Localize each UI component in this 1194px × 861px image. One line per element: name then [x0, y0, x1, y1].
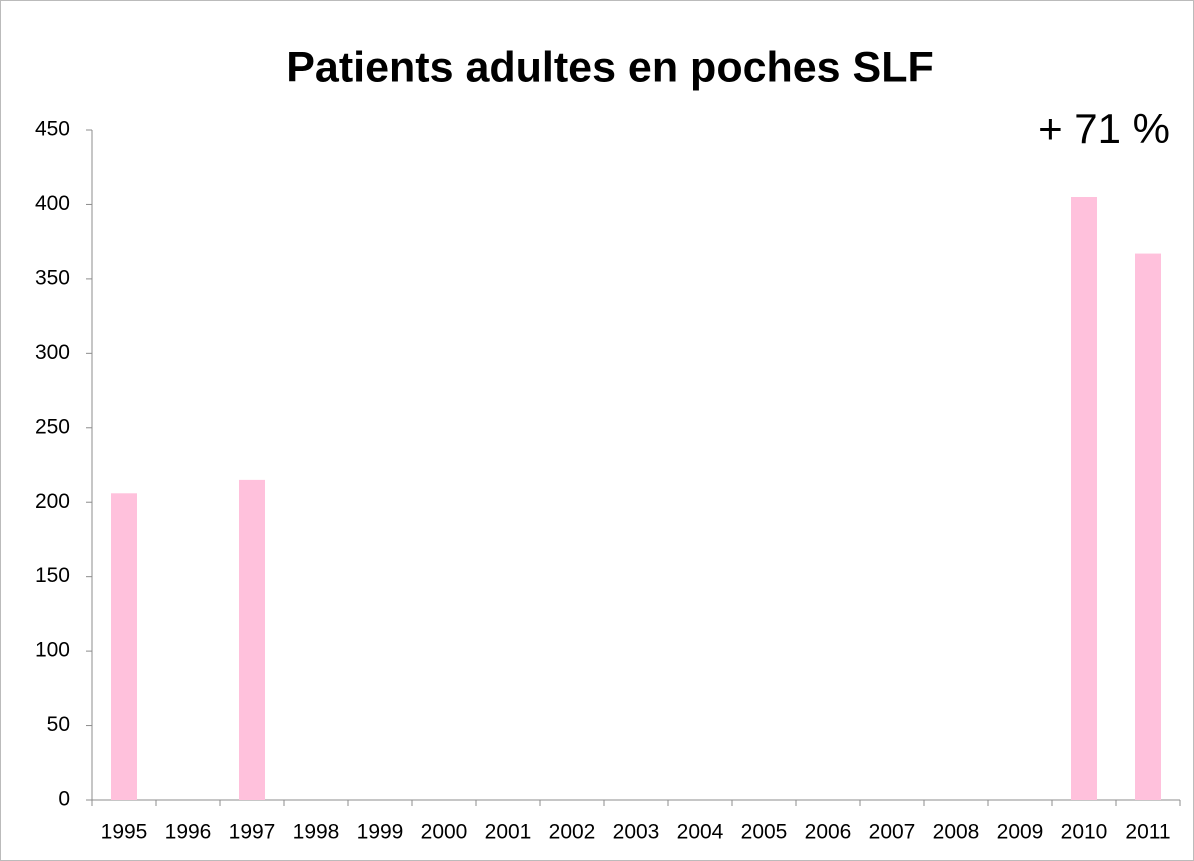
- x-tick-label: 2007: [869, 821, 916, 844]
- y-tick-label: 450: [35, 118, 70, 141]
- x-tick-label: 2000: [421, 821, 468, 844]
- x-tick-label: 2010: [1061, 821, 1108, 844]
- x-tick-label: 1999: [357, 821, 404, 844]
- x-tick-label: 1997: [229, 821, 276, 844]
- bar: [1135, 253, 1161, 801]
- x-tick-label: 2009: [997, 821, 1044, 844]
- y-tick-label: 300: [35, 341, 70, 364]
- bar: [111, 493, 137, 800]
- x-tick-label: 2011: [1125, 821, 1170, 844]
- annotation: + 71 %: [1038, 105, 1170, 152]
- bar: [239, 479, 265, 800]
- x-tick-label: 1996: [165, 821, 212, 844]
- x-tick-label: 2002: [549, 821, 596, 844]
- chart-title: Patients adultes en poches SLF: [286, 43, 934, 91]
- y-tick-label: 0: [58, 788, 70, 811]
- x-tick-label: 1998: [293, 821, 340, 844]
- x-tick-label: 2003: [613, 821, 660, 844]
- x-tick-label: 2004: [677, 821, 724, 844]
- x-tick-label: 1995: [101, 821, 148, 844]
- y-tick-label: 350: [35, 266, 70, 289]
- x-tick-label: 2006: [805, 821, 852, 844]
- bar: [1071, 197, 1097, 800]
- y-tick-label: 150: [35, 564, 70, 587]
- y-tick-label: 400: [35, 192, 70, 215]
- x-tick-label: 2008: [933, 821, 980, 844]
- y-tick-label: 250: [35, 415, 70, 438]
- x-tick-label: 2005: [741, 821, 788, 844]
- y-tick-label: 50: [47, 713, 70, 736]
- y-tick-label: 100: [35, 639, 70, 662]
- y-tick-label: 200: [35, 490, 70, 513]
- x-tick-label: 2001: [485, 821, 532, 844]
